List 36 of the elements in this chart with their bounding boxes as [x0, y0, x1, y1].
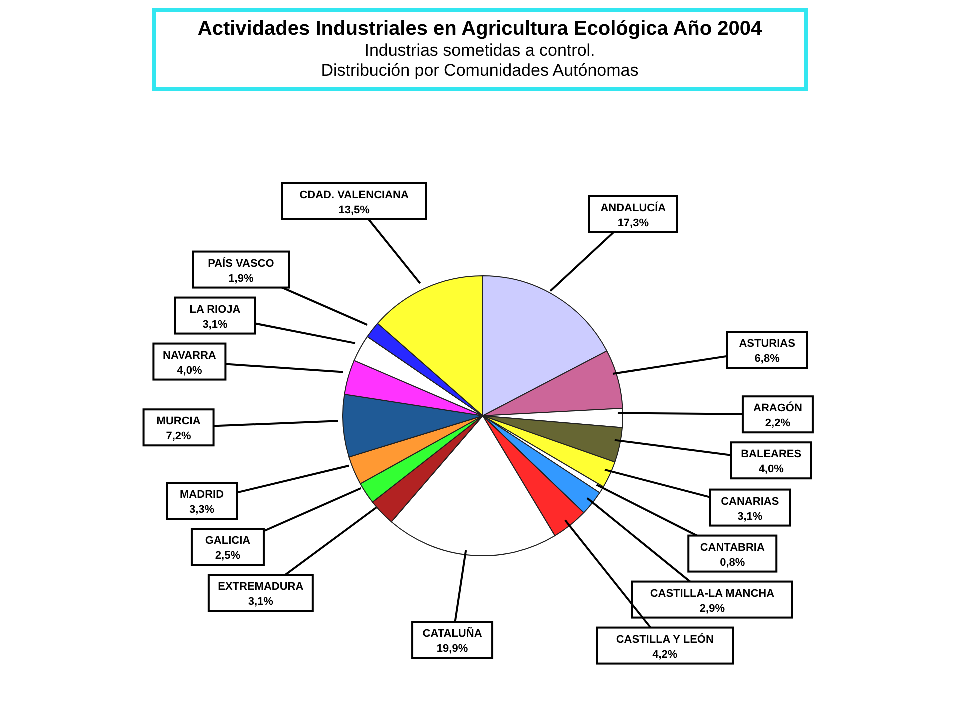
slice-label: PAÍS VASCO — [208, 256, 275, 270]
slice-label: MURCIA — [156, 416, 201, 428]
data-label: 17,3% — [618, 217, 650, 230]
slice-label: ANDALUCÍA — [600, 201, 666, 214]
data-label: 7,2% — [166, 430, 192, 443]
slice-label: CATALUÑA — [422, 627, 482, 640]
slice-label: ASTURIAS — [739, 338, 796, 350]
data-label: 2,9% — [700, 602, 726, 615]
data-label: 4,2% — [652, 648, 678, 661]
slice-label: BALEARES — [741, 448, 802, 461]
slice-label: EXTREMADURA — [218, 581, 304, 594]
data-label: 0,8% — [720, 556, 746, 569]
data-label: 13,5% — [338, 204, 370, 216]
slice-label: CANTABRIA — [700, 542, 765, 554]
data-label: 3,1% — [738, 510, 763, 523]
chart-title: Actividades Industriales en Agricultura Ecológica Año 2004 — [196, 18, 764, 41]
data-label: 2,2% — [765, 418, 791, 430]
data-label: 4,0% — [758, 464, 784, 476]
data-label: 3,3% — [189, 504, 215, 516]
slice-label: ARAGÓN — [754, 402, 802, 415]
data-label: 4,0% — [177, 364, 202, 377]
data-label: 3,1% — [248, 596, 274, 608]
data-label: 3,1% — [202, 318, 228, 331]
slice-label: LA RIOJA — [190, 304, 241, 316]
slice-label: CANARIAS — [721, 496, 780, 508]
data-label: 1,9% — [228, 272, 254, 285]
slice-label: GALICIA — [205, 535, 251, 548]
data-label: 19,9% — [436, 643, 468, 656]
slice-label: CASTILLA Y LEÓN — [616, 632, 714, 646]
chart-subtitle: Industrias sometidas a control. Distribución por Comunidades Autónomas — [320, 41, 640, 81]
data-label: 6,8% — [754, 353, 780, 366]
slice-label: CASTILLA-LA MANCHA — [650, 588, 775, 600]
data-label: 2,5% — [215, 550, 241, 562]
slice-label: MADRID — [180, 489, 224, 502]
slice-label: NAVARRA — [163, 350, 216, 362]
slice-label: CDAD. VALENCIANA — [300, 189, 409, 202]
